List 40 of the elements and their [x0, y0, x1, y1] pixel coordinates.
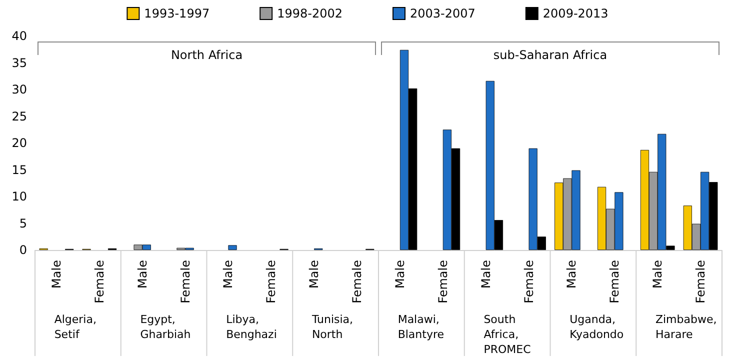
text: South Africa, PROMEC: [484, 313, 532, 356]
x-tick-label: Male: [564, 260, 579, 288]
text: Uganda, Kyadondo: [570, 313, 624, 341]
text: Algeria, Setif: [54, 313, 96, 341]
x-tick-label: Female: [264, 260, 278, 304]
y-tick-label: 15: [12, 162, 27, 177]
bar: [228, 245, 237, 250]
x-tick-label: Male: [135, 260, 150, 288]
annotation: sub-Saharan Africa: [493, 48, 608, 62]
legend-label: 1998-2002: [277, 6, 343, 20]
legend-label: 2009-2013: [542, 6, 608, 20]
x-tick-label: Male: [307, 260, 322, 288]
x-tick-label: Male: [392, 260, 407, 288]
y-tick-label: 30: [12, 82, 27, 96]
x-tick-label: Female: [522, 260, 536, 304]
x-tick-label: Female: [694, 260, 708, 304]
annotation: North Africa: [170, 48, 243, 62]
y-tick-label: 25: [12, 109, 27, 124]
x-tick-label: Male: [221, 260, 236, 288]
legend-label: 1993-1997: [144, 6, 210, 20]
x-tick-label: Male: [49, 260, 64, 288]
x-tick-label: Male: [478, 260, 493, 288]
text: Tunisia, North: [310, 313, 354, 341]
y-tick-label: 0: [19, 243, 27, 257]
y-tick-label: 5: [19, 216, 27, 230]
y-tick-label: 35: [12, 56, 27, 70]
legend-label: 2003-2007: [410, 6, 476, 20]
y-tick-label: 20: [12, 136, 27, 150]
x-tick-label: Female: [350, 260, 364, 304]
text: Libya, Benghazi: [226, 313, 277, 341]
y-tick-label: 40: [12, 29, 27, 43]
x-tick-label: Female: [92, 260, 106, 304]
x-tick-label: Female: [436, 260, 450, 304]
text: Malawi, Blantyre: [398, 313, 444, 341]
x-tick-label: Female: [178, 260, 192, 304]
x-tick-label: Female: [608, 260, 622, 304]
text: Zimbabwe, Harare: [655, 313, 717, 341]
y-tick-label: 10: [12, 190, 27, 204]
x-tick-label: Male: [650, 260, 665, 288]
text: Egypt, Gharbiah: [140, 313, 191, 341]
